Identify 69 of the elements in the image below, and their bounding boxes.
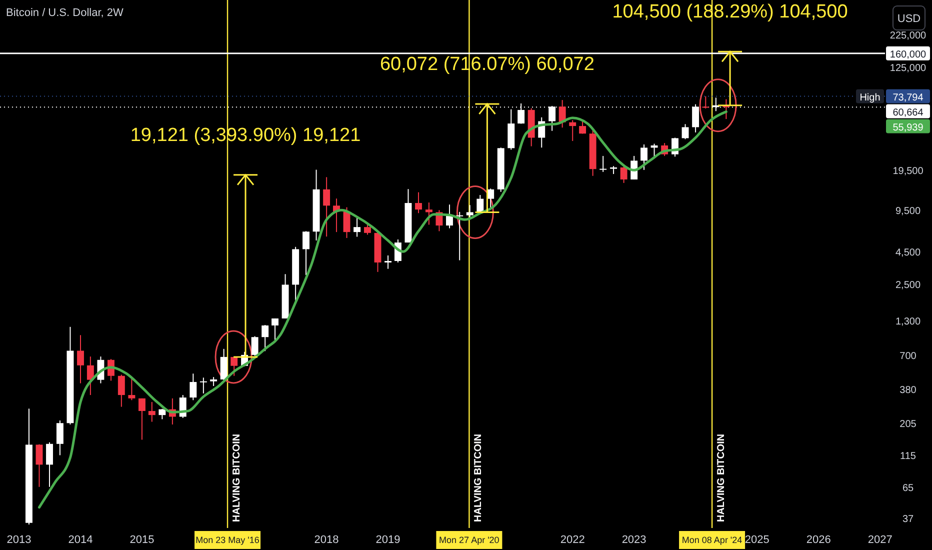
y-tick-label: 2,500 — [895, 280, 921, 292]
x-tick-label: Mon 23 May '16 — [196, 535, 260, 545]
ref-line-label: 160,000 — [890, 49, 927, 60]
candlestick — [118, 374, 125, 408]
text: USD — [897, 13, 921, 25]
candlestick — [650, 143, 658, 158]
y-tick-label: 700 — [900, 350, 917, 362]
y-tick-label: 9,500 — [895, 206, 921, 218]
candlestick — [415, 192, 422, 214]
y-tick-label: 4,500 — [895, 248, 921, 259]
y-tick-label: 37 — [902, 514, 914, 526]
y-tick-label: 19,500 — [892, 166, 924, 178]
x-tick-label: 2025 — [744, 534, 770, 546]
y-tick-label: 1,300 — [895, 316, 921, 328]
candlestick — [466, 204, 474, 220]
candlestick — [569, 120, 576, 142]
candlestick — [148, 401, 156, 422]
candlestick — [36, 444, 43, 488]
candlestick — [220, 348, 228, 382]
candlestick — [262, 324, 269, 352]
ref-line-label: HALVING BITCOIN — [716, 434, 728, 522]
x-tick-label: 2022 — [560, 534, 585, 546]
candlestick — [158, 408, 166, 420]
ref-line-label: HALVING BITCOIN — [232, 434, 243, 522]
x-tick-label: 2014 — [68, 534, 93, 546]
candlestick — [354, 216, 361, 238]
annotation: 55,939 — [892, 122, 924, 134]
y-tick-label: 115 — [900, 451, 916, 462]
x-tick-label: 2027 — [868, 534, 892, 546]
candlestick — [600, 155, 607, 172]
candlestick — [323, 176, 330, 238]
y-tick-label: 125,000 — [890, 63, 927, 74]
candlestick — [302, 230, 310, 276]
y-tick-label: 380 — [900, 384, 917, 396]
candlestick — [384, 254, 392, 270]
candlestick — [46, 442, 53, 488]
candlestick — [446, 204, 453, 229]
ref-line-label: 73,794 — [892, 92, 924, 104]
text: Bitcoin / U.S. Dollar, 2W — [6, 7, 124, 19]
ref-line-label: 60,664 — [892, 107, 924, 118]
candlestick — [56, 420, 64, 456]
x-tick-label: 2018 — [314, 534, 339, 546]
candlestick — [620, 164, 628, 184]
y-tick-label: 205 — [900, 419, 917, 430]
candlestick — [77, 334, 84, 384]
x-tick-label: 2026 — [806, 534, 831, 546]
candlestick — [230, 356, 238, 376]
x-tick-label: Mon 08 Apr '24 — [682, 535, 742, 545]
candlestick — [425, 202, 432, 226]
x-tick-label: 2019 — [376, 534, 400, 546]
y-tick-label: 65 — [902, 482, 914, 494]
candlestick — [692, 104, 700, 133]
x-tick-label: 2015 — [130, 534, 154, 546]
candlestick — [190, 373, 197, 401]
x-tick-label: Mon 27 Apr '20 — [439, 535, 500, 545]
candlestick — [128, 378, 136, 401]
x-tick-label: 2013 — [6, 534, 32, 546]
ref-line-label: HALVING BITCOIN — [473, 434, 484, 522]
candlestick — [640, 144, 648, 170]
annotation: High — [860, 92, 880, 104]
candlestick — [86, 356, 94, 396]
candlestick — [200, 377, 207, 394]
candlestick — [251, 336, 258, 356]
candlestick — [702, 96, 710, 110]
x-tick-label: 2023 — [622, 534, 646, 546]
candlestick — [138, 398, 146, 440]
y-tick-label: 225,000 — [890, 30, 927, 42]
candlestick — [682, 124, 689, 140]
candlestick — [364, 223, 371, 236]
